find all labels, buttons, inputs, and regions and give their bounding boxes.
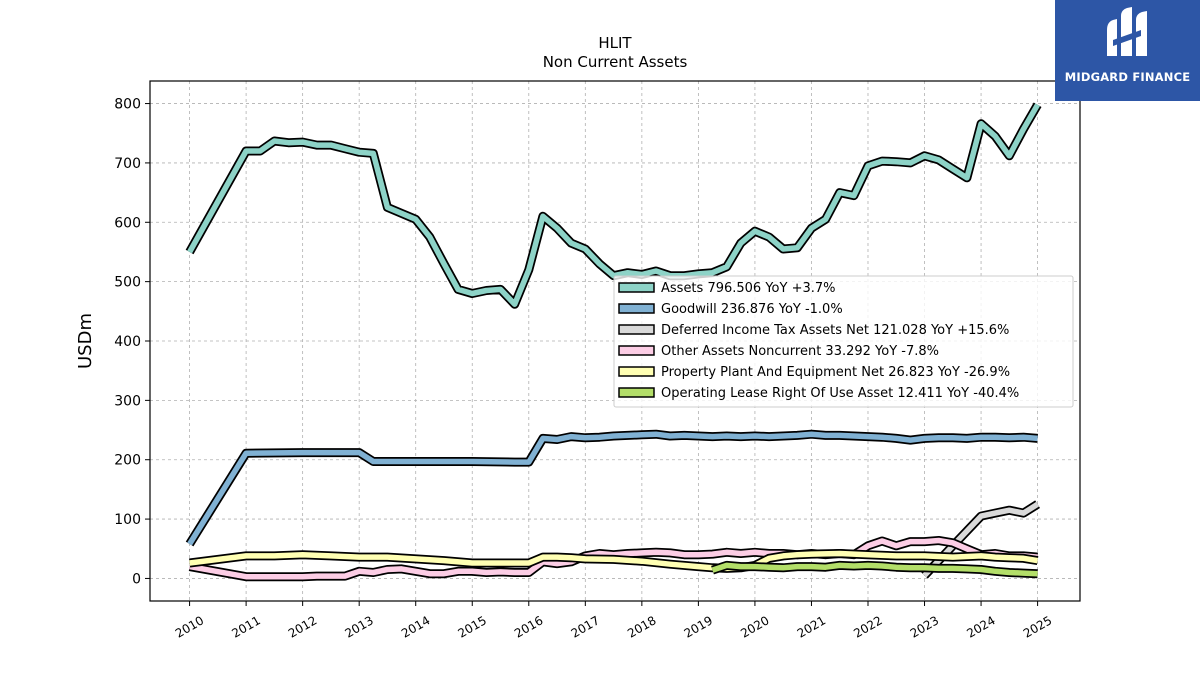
legend-swatch-deferred-income-tax-assets-net — [618, 324, 655, 335]
legend-swatch-goodwill — [618, 303, 655, 314]
chart-title: HLIT — [598, 34, 632, 52]
series-line-operating-lease-right-of-use-asset — [711, 562, 1038, 577]
legend: Assets 796.506 YoY +3.7% Goodwill 236.876… — [613, 275, 1074, 408]
legend-label-deferred-income-tax-assets-net: Deferred Income Tax Assets Net 121.028 Y… — [661, 323, 1009, 338]
series-line-goodwill — [187, 431, 1038, 546]
x-tick-label: 2024 — [964, 613, 997, 640]
legend-label-goodwill: Goodwill 236.876 YoY -1.0% — [661, 302, 843, 317]
y-tick-label: 300 — [114, 393, 141, 409]
series-line-assets — [187, 103, 1040, 307]
y-tick-label: 100 — [114, 512, 141, 528]
x-tick-label: 2011 — [229, 613, 262, 640]
x-axis: 2010 2011 2012 2013 2014 2015 2016 2017 2018 2019… — [173, 601, 1054, 641]
series-line-property-plant-and-equipment-net — [189, 550, 1039, 572]
legend-swatch-operating-lease-right-of-use-asset — [618, 387, 655, 398]
x-tick-label: 2025 — [1021, 613, 1054, 640]
y-tick-label: 500 — [114, 275, 141, 291]
legend-swatch-other-assets-noncurrent — [618, 345, 655, 356]
y-axis-label: USDm — [75, 313, 96, 369]
x-tick-label: 2019 — [682, 613, 715, 640]
x-tick-label: 2022 — [851, 613, 884, 640]
midgard-logo-icon — [1107, 7, 1147, 56]
x-tick-label: 2017 — [569, 613, 602, 640]
y-tick-label: 400 — [114, 334, 141, 350]
plot-frame — [149, 80, 1081, 602]
y-axis: 0 100 200 300 400 500 600 700 800 — [114, 97, 150, 587]
legend-box — [613, 275, 1074, 408]
x-tick-label: 2016 — [512, 613, 545, 640]
series-line-other-assets-noncurrent — [189, 537, 1038, 580]
x-tick-label: 2014 — [399, 613, 432, 640]
x-tick-label: 2010 — [173, 613, 206, 640]
x-tick-label: 2023 — [908, 613, 941, 640]
y-tick-label: 0 — [132, 571, 141, 587]
x-tick-label: 2015 — [456, 613, 489, 640]
y-tick-label: 200 — [114, 453, 141, 469]
logo: MIDGARD FINANCE — [1055, 0, 1200, 101]
y-tick-label: 700 — [114, 156, 141, 172]
x-tick-label: 2013 — [342, 613, 375, 640]
legend-label-property-plant-and-equipment-net: Property Plant And Equipment Net 26.823 … — [661, 365, 1010, 380]
y-tick-label: 800 — [114, 97, 141, 113]
x-tick-label: 2018 — [625, 613, 658, 640]
logo-text: MIDGARD FINANCE — [1064, 70, 1191, 84]
legend-swatch-property-plant-and-equipment-net — [618, 366, 655, 377]
legend-label-assets: Assets 796.506 YoY +3.7% — [661, 281, 836, 296]
chart-subtitle: Non Current Assets — [543, 53, 688, 71]
series-group — [185, 102, 1042, 582]
legend-swatch-assets — [618, 282, 655, 293]
legend-label-operating-lease-right-of-use-asset: Operating Lease Right Of Use Asset 12.41… — [661, 386, 1019, 401]
x-tick-label: 2012 — [286, 613, 319, 640]
y-tick-label: 600 — [114, 215, 141, 231]
legend-label-other-assets-noncurrent: Other Assets Noncurrent 33.292 YoY -7.8% — [661, 344, 939, 359]
x-tick-label: 2020 — [738, 613, 771, 640]
x-tick-label: 2021 — [795, 613, 828, 640]
